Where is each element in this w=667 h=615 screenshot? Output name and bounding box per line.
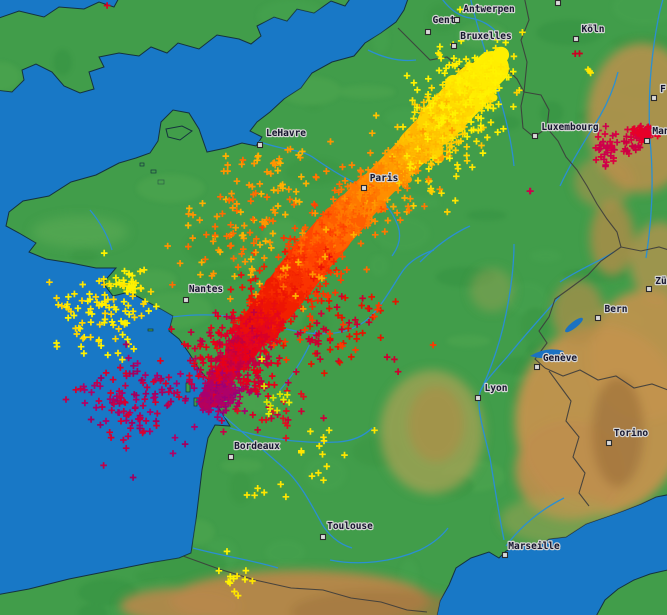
city-marker-marseille <box>501 551 509 559</box>
strike-group <box>629 123 663 146</box>
city-label-paris: Paris <box>370 173 399 184</box>
landmass-england <box>0 0 350 94</box>
city-marker-nantes <box>182 296 190 304</box>
city-label-antwerpen: Antwerpen <box>463 4 514 15</box>
small-island <box>147 328 154 332</box>
city-marker-man <box>643 137 651 145</box>
strike-marks <box>46 2 663 599</box>
city-label-gent: Gent <box>433 15 456 26</box>
strike-group <box>313 163 428 239</box>
city-label-bordeaux: Bordeaux <box>234 441 280 452</box>
strike-group <box>620 133 644 155</box>
city-marker-f <box>650 94 658 102</box>
landmass-wight <box>165 125 193 141</box>
strike-group <box>184 148 357 300</box>
city-marker-luxembourg <box>531 132 539 140</box>
city-label-bruxelles: Bruxelles <box>460 31 511 42</box>
city-label-man: Man <box>652 126 667 137</box>
lake-geneva <box>530 349 564 359</box>
city-label-bern: Bern <box>605 304 628 315</box>
city-marker-bordeaux <box>227 453 235 461</box>
city-label-nantes: Nantes <box>189 284 223 295</box>
strike-group <box>246 245 437 364</box>
city-marker-lyon <box>474 394 482 402</box>
city-label-lyon: Lyon <box>485 383 508 394</box>
city-marker-gent <box>424 28 432 36</box>
strike-group <box>72 364 193 441</box>
city-marker-bern <box>594 314 602 322</box>
strike-group <box>260 382 284 414</box>
city-label-marseille: Marseille <box>508 541 560 552</box>
city-marker-toulouse <box>319 533 327 541</box>
city-marker-unnamed <box>554 0 562 7</box>
city-marker-gen-ve <box>533 363 541 371</box>
city-marker-z <box>645 285 653 293</box>
city-labels-layer: Gent Antwerpen Bruxelles Köln F Luxembourg Man… <box>182 0 667 559</box>
strike-group <box>157 309 282 400</box>
strike-group <box>292 293 402 376</box>
city-label-toulouse: Toulouse <box>327 521 373 532</box>
strike-group <box>526 123 642 195</box>
strike-group <box>53 6 517 587</box>
city-marker-torino <box>605 439 613 447</box>
city-label-k-ln: Köln <box>582 24 605 35</box>
city-marker-antwerpen <box>453 16 461 24</box>
city-label-lehavre: LeHavre <box>266 128 306 139</box>
rivers <box>89 0 665 569</box>
strike-group <box>571 50 583 57</box>
lightning-strikes-layer <box>46 2 663 599</box>
city-label-f: F <box>660 84 666 95</box>
city-label-z: Zü <box>655 276 666 287</box>
strike-group <box>279 293 399 377</box>
strike-group <box>46 278 155 343</box>
strike-group <box>256 236 338 310</box>
city-label-luxembourg: Luxembourg <box>541 122 598 133</box>
small-island <box>150 169 157 174</box>
strike-group <box>103 2 111 9</box>
city-marker-bruxelles <box>450 42 458 50</box>
city-marker-k-ln <box>572 35 580 43</box>
strike-group <box>254 403 327 434</box>
landmass-italy <box>596 569 667 615</box>
city-marker-paris <box>360 184 368 192</box>
strike-group <box>169 156 338 290</box>
strike-group <box>234 387 307 442</box>
lake-neuchatel <box>565 317 583 333</box>
city-label-torino: Torino <box>614 428 649 439</box>
city-marker-lehavre <box>256 141 264 149</box>
small-island <box>139 162 145 167</box>
strike-group <box>62 372 196 469</box>
strike-group <box>203 378 253 416</box>
city-label-gen-ve: Genève <box>543 353 578 364</box>
small-island <box>185 382 191 393</box>
